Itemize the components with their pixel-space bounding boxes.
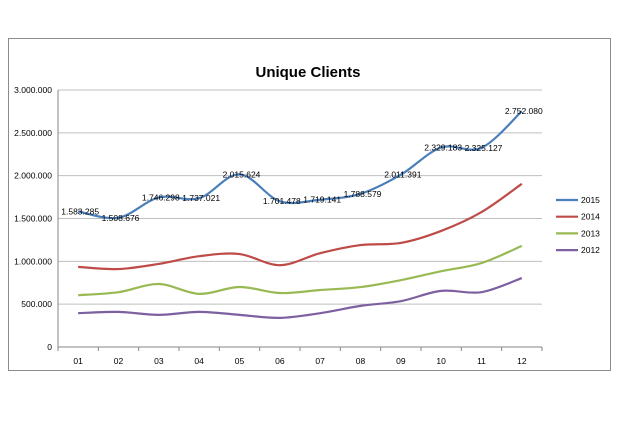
data-label: 1.788.579: [344, 189, 382, 199]
x-tick-label: 03: [154, 356, 164, 366]
data-label: 2.325.127: [465, 143, 503, 153]
legend-label: 2014: [581, 212, 600, 222]
x-tick-label: 04: [194, 356, 204, 366]
data-label: 2.329.183: [424, 142, 462, 152]
data-label: 1.583.285: [61, 206, 99, 216]
x-tick-label: 09: [396, 356, 406, 366]
x-tick-label: 01: [73, 356, 83, 366]
data-label: 1.719.141: [303, 195, 341, 205]
legend-label: 2015: [581, 195, 600, 205]
y-tick-label: 500.000: [21, 299, 52, 309]
series-line-2013: [78, 244, 523, 297]
data-label: 2.011.391: [384, 170, 421, 180]
series-line-2015: [77, 110, 523, 220]
x-tick-label: 08: [356, 356, 366, 366]
x-tick-label: 02: [114, 356, 124, 366]
data-label: 1.508.676: [102, 213, 140, 223]
y-tick-label: 1.000.000: [14, 256, 52, 266]
data-label: 2.752.080: [505, 106, 543, 116]
series-line-2012: [78, 277, 523, 319]
x-tick-label: 06: [275, 356, 285, 366]
x-tick-label: 07: [315, 356, 325, 366]
data-label: 1.737.021: [182, 193, 220, 203]
x-tick-label: 05: [235, 356, 245, 366]
x-tick-label: 10: [436, 356, 446, 366]
data-label: 2.015.624: [223, 169, 261, 179]
chart-area: [8, 38, 611, 371]
data-label: 1.701.478: [263, 196, 301, 206]
data-label: 1.746.298: [142, 192, 180, 202]
y-tick-label: 2.000.000: [14, 171, 52, 181]
y-tick-label: 1.500.000: [14, 214, 52, 224]
y-tick-label: 0: [47, 342, 52, 352]
y-tick-label: 2.500.000: [14, 128, 52, 138]
y-tick-label: 3.000.000: [14, 85, 52, 95]
legend-label: 2013: [581, 228, 600, 238]
x-tick-label: 12: [517, 356, 527, 366]
series-line-2014: [78, 182, 523, 271]
chart-title: Unique Clients: [255, 64, 360, 81]
x-tick-label: 11: [477, 356, 486, 366]
legend-label: 2012: [581, 245, 600, 255]
